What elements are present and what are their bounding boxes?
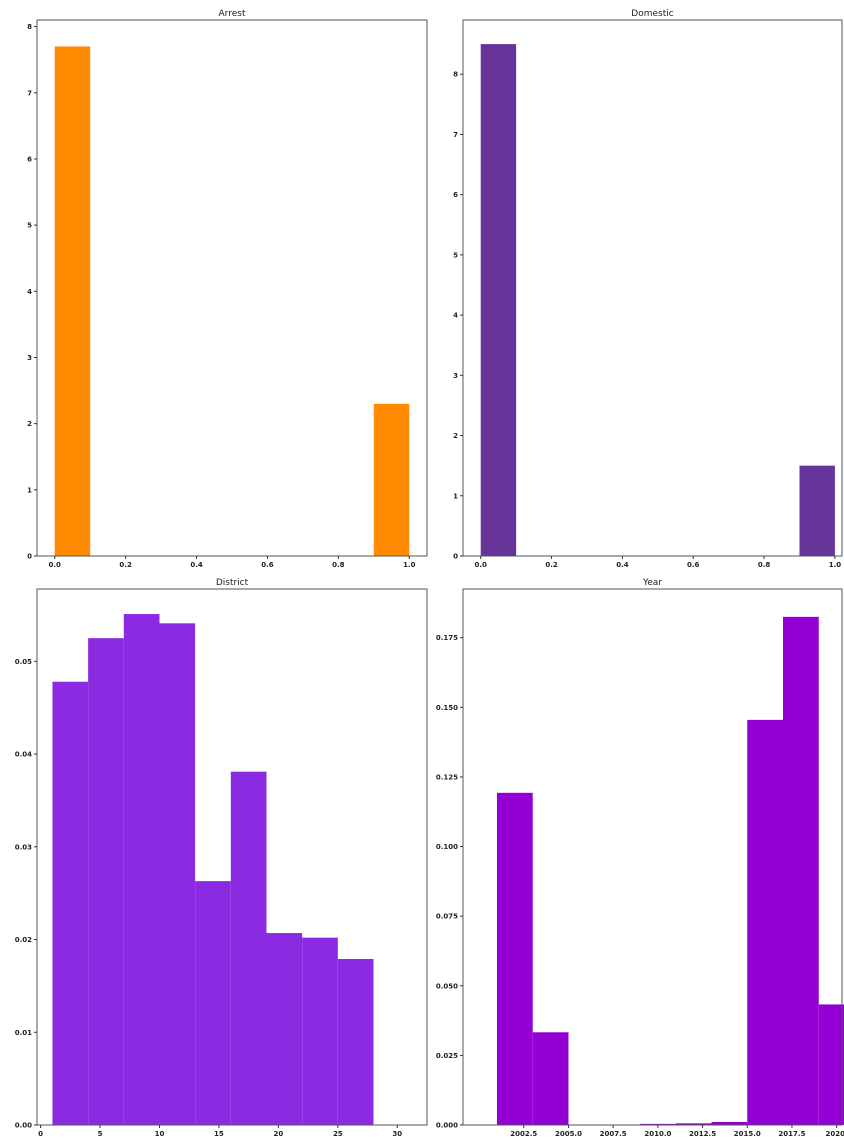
y-tick-label: 6	[27, 155, 32, 163]
x-tick-label: 10	[155, 1130, 165, 1138]
bar-district-10-13	[159, 623, 196, 1125]
x-tick-label: 2012.5	[689, 1130, 716, 1138]
x-tick-label: 5	[98, 1130, 103, 1138]
y-tick-label: 4	[27, 288, 32, 296]
y-tick-label: 7	[27, 89, 32, 97]
y-tick-label: 7	[453, 131, 458, 139]
y-tick-label: 5	[27, 222, 32, 230]
chart-title-district: District	[216, 578, 249, 588]
y-tick-label: 0.01	[15, 1029, 32, 1037]
bar-arrest-0.9-1	[373, 403, 410, 556]
y-tick-label: 0.02	[15, 936, 32, 944]
plot-frame	[36, 588, 428, 1126]
x-tick-label: 0.2	[545, 561, 558, 569]
x-tick-label: 1.0	[829, 561, 842, 569]
chart-year: Year 2002.5 2005.0 2007.5 2010.0 2012.5 2015.…	[436, 578, 844, 1138]
x-tick-label: 2017.5	[778, 1130, 805, 1138]
y-tick-label: 0.03	[15, 843, 32, 851]
x-tick-label: 15	[214, 1130, 224, 1138]
x-tick-label: 2005.0	[555, 1130, 582, 1138]
bar-arrest-0-0.1	[54, 46, 91, 556]
y-tick-label: 5	[453, 251, 458, 259]
y-tick-label: 0	[27, 553, 32, 561]
y-tick-label: 0.075	[436, 913, 458, 921]
bar-district-16-19	[230, 771, 267, 1125]
x-tick-label: 0.4	[616, 561, 629, 569]
x-tick-label: 20	[273, 1130, 283, 1138]
plot-frame	[462, 19, 843, 557]
x-tick-label: 0	[38, 1130, 43, 1138]
y-tick-label: 0.100	[436, 843, 458, 851]
y-tick-label: 0.175	[436, 634, 458, 642]
x-tick-label: 0.6	[687, 561, 700, 569]
y-tick-label: 0	[453, 553, 458, 561]
plot-frame	[36, 19, 428, 557]
x-tick-label: 0.8	[332, 561, 345, 569]
y-tick-label: 6	[453, 191, 458, 199]
bar-year-2011-2013	[675, 1123, 712, 1125]
y-tick-label: 0.05	[15, 658, 32, 666]
y-tick-label: 3	[453, 372, 458, 380]
x-tick-label: 30	[392, 1130, 402, 1138]
y-tick-label: 0.150	[436, 704, 458, 712]
x-tick-label: 2015.0	[734, 1130, 761, 1138]
bar-year-2017-2019	[783, 616, 819, 1125]
chart-title-domestic: Domestic	[631, 9, 673, 19]
y-tick-label: 3	[27, 354, 32, 362]
y-tick-label: 0.050	[436, 982, 458, 990]
x-tick-label: 0.0	[49, 561, 62, 569]
bar-district-25-28	[337, 959, 374, 1125]
x-tick-label: 0.2	[119, 561, 132, 569]
x-tick-label: 2010.0	[644, 1130, 671, 1138]
y-tick-label: 0.00	[15, 1122, 32, 1130]
y-tick-label: 0.04	[15, 751, 32, 759]
y-tick-label: 0.025	[436, 1052, 458, 1060]
x-tick-label: 1.0	[403, 561, 416, 569]
bar-district-19-22	[266, 933, 303, 1125]
y-tick-label: 0.125	[436, 773, 458, 781]
x-tick-label: 25	[333, 1130, 343, 1138]
x-tick-label: 2020.	[826, 1130, 844, 1138]
x-tick-label: 0.0	[475, 561, 488, 569]
y-tick-label: 4	[453, 312, 458, 320]
plot-frame	[462, 588, 843, 1126]
bar-district-7-10	[123, 614, 160, 1125]
bar-year-2013-2015	[711, 1121, 748, 1125]
chart-arrest: Arrest 0.0 0.2 0.4 0.6 0.8 1.0 0 1 2 3 4 5 6 7 8	[27, 9, 428, 569]
bar-year-2001-2003	[496, 792, 533, 1125]
bar-district-4-7	[88, 638, 124, 1125]
y-tick-label: 2	[27, 420, 32, 428]
bar-year-2009-2011	[639, 1123, 676, 1125]
chart-domestic: Domestic 0.0 0.2 0.4 0.6 0.8 1.0 0 1 2 3 4 5 6 7 8	[453, 9, 843, 569]
chart-district: District 0 5 10 15 20 25 30 0.00 0.01 0.02 0.03 0.0…	[15, 578, 428, 1138]
y-tick-label: 0.000	[436, 1122, 458, 1130]
y-tick-label: 1	[27, 486, 32, 494]
x-tick-label: 2002.5	[510, 1130, 537, 1138]
x-tick-label: 0.4	[190, 561, 203, 569]
bar-domestic-0-0.1	[480, 44, 517, 557]
chart-title-arrest: Arrest	[219, 9, 246, 19]
bar-year-2003-2005	[532, 1032, 569, 1125]
bar-year-2019-2021	[818, 1004, 844, 1125]
bar-district-13-16	[195, 881, 231, 1125]
bar-district-22-25	[302, 937, 338, 1125]
x-tick-label: 2007.5	[600, 1130, 627, 1138]
chart-title-year: Year	[642, 578, 662, 588]
x-tick-label: 0.8	[758, 561, 771, 569]
y-tick-label: 8	[27, 23, 32, 31]
bar-district-1-4	[52, 681, 89, 1125]
y-tick-label: 8	[453, 71, 458, 79]
bar-domestic-0.9-1	[799, 465, 835, 556]
y-tick-label: 2	[453, 432, 458, 440]
bar-year-2015-2017	[747, 719, 784, 1125]
y-tick-label: 1	[453, 492, 458, 500]
x-tick-label: 0.6	[261, 561, 274, 569]
